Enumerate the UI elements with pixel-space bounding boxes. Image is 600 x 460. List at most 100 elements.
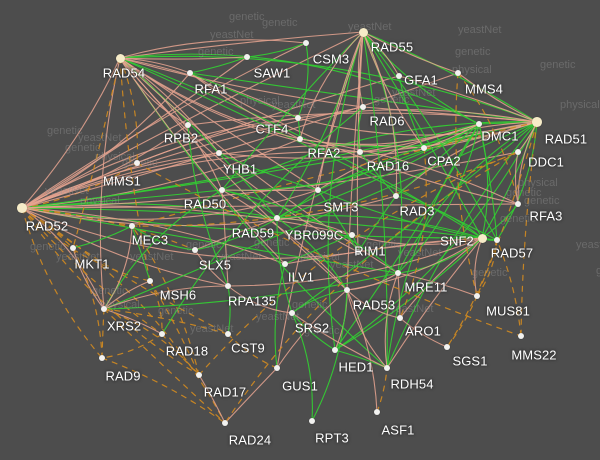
edge-physical[interactable]: [21, 75, 400, 209]
edge-physical[interactable]: [474, 237, 483, 297]
edge-genetic[interactable]: [72, 57, 121, 249]
edge-physical[interactable]: [187, 112, 538, 126]
edge-genetic[interactable]: [21, 207, 151, 282]
edge-genetic[interactable]: [21, 207, 200, 376]
edge-yeastNet[interactable]: [357, 106, 364, 153]
edge-yeastNet[interactable]: [274, 263, 286, 369]
graph-node-gfa1[interactable]: [395, 72, 403, 80]
graph-node-mus81[interactable]: [473, 292, 481, 300]
graph-node-rad18[interactable]: [158, 330, 166, 338]
graph-node-rfa1[interactable]: [186, 69, 194, 77]
edge-physical[interactable]: [299, 138, 519, 205]
graph-node-rad51[interactable]: [532, 117, 542, 127]
edge-physical[interactable]: [198, 374, 226, 424]
edge-yeastNet[interactable]: [194, 189, 319, 251]
edge-genetic[interactable]: [131, 151, 519, 227]
edge-physical[interactable]: [346, 289, 388, 369]
edge-genetic[interactable]: [446, 295, 478, 348]
graph-node-cpa2[interactable]: [420, 144, 428, 152]
edge-yeastNet[interactable]: [189, 72, 299, 119]
edge-physical[interactable]: [397, 272, 401, 319]
edge-yeastNet[interactable]: [327, 31, 364, 351]
graph-node-gus1[interactable]: [273, 364, 281, 372]
edge-yeastNet[interactable]: [362, 31, 538, 123]
edge-yeastNet[interactable]: [357, 195, 397, 253]
edge-genetic[interactable]: [101, 333, 163, 359]
edge-yeastNet[interactable]: [397, 123, 480, 274]
edge-physical[interactable]: [99, 57, 121, 310]
edge-physical[interactable]: [21, 42, 307, 209]
edge-physical[interactable]: [357, 31, 364, 108]
edge-physical[interactable]: [119, 57, 399, 274]
edge-physical[interactable]: [21, 195, 397, 227]
edge-genetic[interactable]: [101, 357, 226, 424]
edge-physical[interactable]: [189, 72, 301, 140]
edge-physical[interactable]: [284, 237, 483, 265]
edge-genetic[interactable]: [21, 207, 163, 335]
edge-yeastNet[interactable]: [189, 56, 248, 74]
graph-node-rad3[interactable]: [392, 192, 400, 200]
edge-genetic[interactable]: [496, 239, 522, 337]
edge-physical[interactable]: [194, 217, 278, 251]
edge-physical[interactable]: [384, 272, 399, 369]
graph-node-mms4[interactable]: [454, 69, 462, 77]
edge-genetic[interactable]: [520, 121, 538, 337]
edge-yeastNet[interactable]: [311, 289, 348, 422]
edge-yeastNet[interactable]: [317, 123, 480, 191]
graph-node-rfa3[interactable]: [514, 200, 522, 208]
edge-yeastNet[interactable]: [317, 189, 483, 239]
edge-yeastNet[interactable]: [221, 123, 480, 191]
edge-physical[interactable]: [317, 31, 364, 191]
edge-genetic[interactable]: [476, 239, 498, 297]
edge-yeastNet[interactable]: [359, 151, 397, 197]
graph-node-rad53[interactable]: [343, 286, 351, 294]
graph-node-saw1[interactable]: [243, 53, 251, 61]
edge-physical[interactable]: [398, 75, 538, 123]
edge-physical[interactable]: [346, 289, 378, 413]
edge-genetic[interactable]: [119, 57, 138, 164]
edge-genetic[interactable]: [103, 308, 200, 376]
edge-yeastNet[interactable]: [227, 285, 231, 335]
graph-node-mms1[interactable]: [133, 159, 141, 167]
edge-yeastNet[interactable]: [317, 189, 359, 253]
edge-genetic[interactable]: [376, 367, 388, 413]
edge-yeastNet[interactable]: [103, 121, 538, 310]
edge-yeastNet[interactable]: [119, 57, 278, 219]
graph-node-ctf4[interactable]: [294, 114, 302, 122]
edge-physical[interactable]: [119, 31, 364, 59]
edge-physical[interactable]: [514, 151, 519, 205]
edge-physical[interactable]: [397, 272, 478, 297]
edge-genetic[interactable]: [21, 207, 229, 335]
graph-node-rad50[interactable]: [218, 186, 226, 194]
graph-node-rim1[interactable]: [354, 248, 362, 256]
edge-physical[interactable]: [21, 207, 229, 287]
edge-genetic[interactable]: [455, 72, 478, 297]
edge-physical[interactable]: [224, 367, 278, 424]
graph-node-smt3[interactable]: [314, 186, 322, 194]
graph-node-srs2[interactable]: [288, 309, 296, 317]
edge-physical[interactable]: [346, 272, 399, 291]
edge-physical[interactable]: [356, 31, 364, 253]
graph-node-rad16[interactable]: [356, 148, 364, 156]
edge-yeastNet[interactable]: [131, 225, 196, 251]
edge-physical[interactable]: [119, 56, 248, 60]
edge-yeastNet[interactable]: [221, 189, 278, 219]
graph-node-xrs2[interactable]: [100, 305, 108, 313]
edge-yeastNet[interactable]: [276, 123, 480, 219]
edge-yeastNet[interactable]: [218, 152, 319, 191]
edge-yeastNet[interactable]: [398, 75, 425, 149]
graph-node-rad54[interactable]: [115, 53, 125, 63]
graph-node-aro1[interactable]: [396, 314, 404, 322]
edge-physical[interactable]: [21, 189, 319, 220]
edge-yeastNet[interactable]: [297, 42, 309, 119]
graph-node-rpb2[interactable]: [184, 121, 192, 129]
edge-genetic[interactable]: [72, 247, 103, 359]
edge-physical[interactable]: [221, 189, 348, 291]
edge-physical[interactable]: [291, 312, 388, 369]
edge-physical[interactable]: [346, 31, 364, 291]
edge-yeastNet[interactable]: [334, 123, 480, 351]
edge-physical[interactable]: [21, 57, 121, 209]
graph-node-csm3[interactable]: [302, 39, 310, 47]
graph-node-ybr099c[interactable]: [348, 231, 356, 239]
edge-yeastNet[interactable]: [276, 217, 293, 314]
